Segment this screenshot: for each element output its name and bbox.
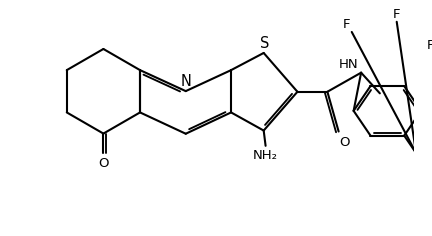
Text: N: N	[180, 74, 191, 89]
Text: O: O	[98, 157, 109, 170]
Text: NH₂: NH₂	[253, 149, 278, 162]
Text: HN: HN	[339, 58, 358, 71]
Text: O: O	[340, 136, 350, 149]
Text: F: F	[427, 39, 432, 52]
Text: F: F	[342, 18, 350, 31]
Text: S: S	[260, 36, 269, 51]
Text: F: F	[393, 8, 400, 21]
